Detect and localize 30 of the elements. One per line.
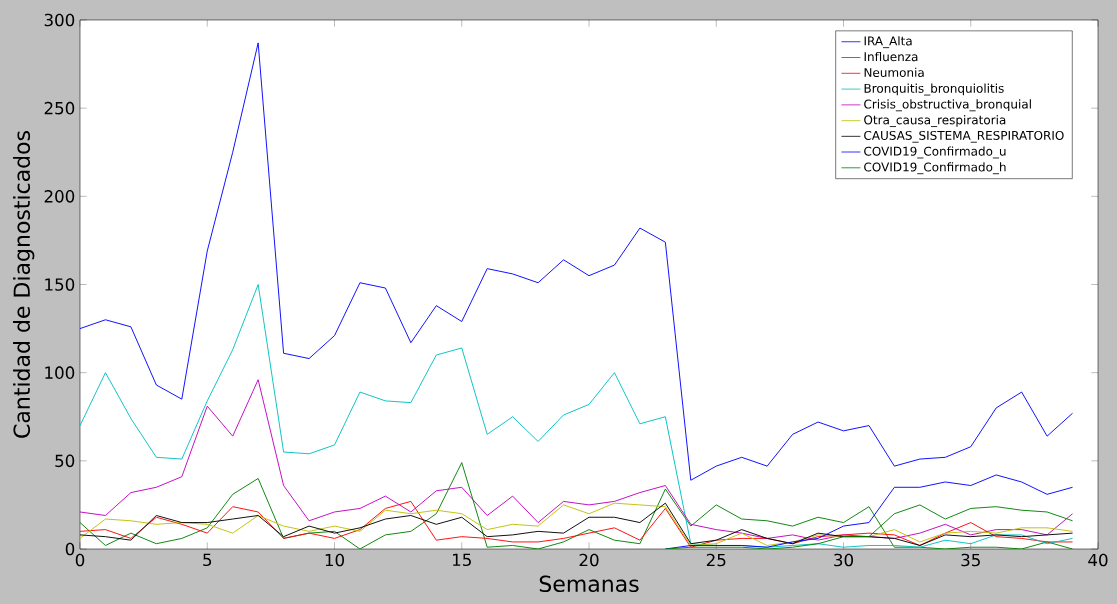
legend-label: Influenza	[864, 51, 918, 62]
legend-label: COVID19_Confirmado_u	[864, 146, 1006, 159]
y-tick-label: 300	[44, 13, 75, 27]
y-tick-label: 150	[45, 278, 75, 291]
x-tick-label: 35	[961, 553, 980, 567]
x-tick-label: 10	[325, 553, 344, 567]
line-series	[80, 379, 1074, 541]
y-axis-title: Cantidad de Diagnosticados	[13, 131, 35, 438]
x-tick-label: 40	[1088, 553, 1108, 567]
x-axis-title: Semanas	[539, 575, 639, 593]
x-tick-label: 15	[452, 553, 471, 567]
legend-label: Bronquitis_bronquiolitis	[864, 83, 1004, 96]
y-tick-label: 100	[45, 366, 75, 379]
legend-label: COVID19_Confirmado_h	[864, 162, 1006, 175]
x-tick-label: 0	[75, 553, 85, 567]
legend-label: Neumonia	[864, 67, 924, 78]
y-tick-label: 0	[65, 542, 75, 556]
legend-label: Otra_causa_respiratoria	[864, 115, 1006, 128]
x-tick-label: 25	[706, 553, 726, 567]
x-tick-label: 5	[203, 553, 212, 567]
y-tick-label: 200	[44, 190, 75, 203]
legend-label: IRA_Alta	[864, 36, 912, 49]
legend-label: CAUSAS_SISTEMA_RESPIRATORIO	[864, 130, 1064, 143]
line-series	[80, 462, 1074, 549]
legend-label: Crisis_obstructiva_bronquial	[864, 99, 1031, 112]
x-tick-label: 20	[579, 553, 599, 567]
y-tick-label: 250	[44, 101, 75, 115]
line-series	[80, 284, 1074, 548]
x-tick-label: 30	[834, 553, 853, 567]
y-tick-label: 50	[55, 454, 75, 468]
